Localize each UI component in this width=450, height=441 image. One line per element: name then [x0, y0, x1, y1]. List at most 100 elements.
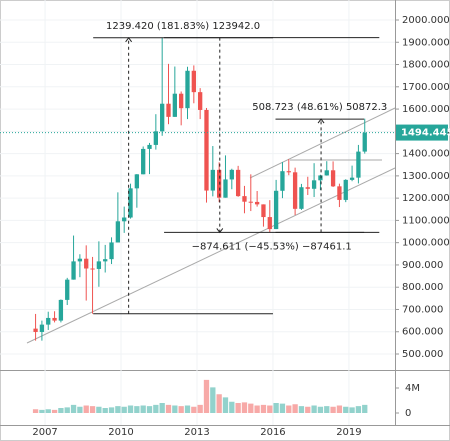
- y-tick-label: 1000.000: [402, 238, 450, 249]
- volume-bar: [165, 404, 172, 413]
- volume-bar: [362, 404, 368, 413]
- volume-bar: [146, 406, 153, 413]
- candle-body: [311, 180, 317, 189]
- volume-bar: [222, 397, 229, 413]
- volume-bar: [267, 405, 273, 413]
- candle-body: [299, 187, 304, 209]
- volume-bar: [83, 405, 89, 413]
- candle-body: [166, 103, 171, 117]
- volume-bar: [203, 379, 210, 413]
- y-tick-label: 1900.000: [402, 37, 450, 48]
- last-price-box: [396, 124, 448, 141]
- volume-bar: [96, 406, 102, 413]
- candle-body: [204, 109, 209, 191]
- y-tick-label: 700.000: [402, 304, 443, 315]
- volume-tick-label: 4M: [405, 383, 420, 394]
- volume-bar: [336, 405, 343, 413]
- volume-bar: [108, 407, 115, 413]
- volume-bar: [172, 405, 178, 413]
- candle-body: [267, 217, 272, 230]
- candle-body: [235, 169, 241, 197]
- candle-body: [223, 179, 228, 198]
- candle-body: [58, 299, 64, 321]
- candle-body: [216, 169, 222, 198]
- volume-bar: [216, 394, 222, 413]
- volume-bar: [197, 404, 203, 413]
- candle-body: [337, 186, 342, 200]
- candle-body: [254, 201, 260, 205]
- candle-body: [261, 204, 266, 218]
- volume-bar: [330, 406, 336, 413]
- candle-body: [242, 196, 247, 202]
- volume-bar: [254, 405, 260, 413]
- volume-bar: [343, 406, 349, 413]
- volume-bar: [311, 405, 317, 413]
- channel-upper: [249, 107, 396, 179]
- candle-body: [115, 221, 121, 243]
- candle-body: [103, 259, 108, 262]
- volume-bar: [210, 387, 216, 413]
- candle-body: [324, 170, 329, 176]
- candle-body: [305, 187, 310, 189]
- candle-body: [84, 258, 89, 269]
- candle-body: [292, 172, 298, 209]
- volume-bar: [134, 406, 140, 413]
- y-tick-label: 1300.000: [402, 171, 450, 182]
- candle-body: [362, 132, 367, 152]
- candle-body: [122, 217, 127, 222]
- volume-bar: [241, 402, 248, 413]
- y-tick-label: 900.000: [402, 260, 443, 271]
- candle-body: [179, 93, 184, 109]
- y-tick-label: 2000.000: [402, 15, 450, 26]
- candle-body: [128, 188, 133, 218]
- measure-label: 1239.420 (181.83%) 123942.0: [106, 21, 260, 32]
- volume-bar: [292, 404, 298, 413]
- y-tick-label: 500.000: [402, 349, 443, 360]
- candle-body: [318, 175, 323, 181]
- candle-body: [147, 144, 152, 149]
- arrow-head: [317, 118, 325, 124]
- y-tick-label: 800.000: [402, 282, 443, 293]
- volume-bar: [127, 405, 134, 413]
- volume-bar: [229, 401, 235, 413]
- volume-tick-label: 0: [405, 408, 411, 419]
- volume-bar: [184, 405, 191, 413]
- x-tick-label: 2007: [32, 427, 57, 438]
- candle-body: [134, 174, 140, 189]
- last-price-label: 1494.445: [401, 128, 450, 139]
- volume-bar: [191, 406, 197, 413]
- volume-bar: [153, 404, 159, 413]
- candle-body: [198, 92, 203, 110]
- volume-bar: [77, 406, 83, 413]
- candle-body: [153, 131, 158, 145]
- candle-body: [343, 179, 348, 200]
- candle-body: [356, 151, 361, 178]
- volume-bar: [32, 409, 39, 413]
- volume-bar: [305, 406, 311, 413]
- candle-body: [52, 317, 57, 321]
- candle-body: [33, 328, 38, 332]
- volume-bar: [248, 403, 254, 413]
- volume-bar: [349, 407, 355, 413]
- candle-body: [349, 177, 355, 180]
- x-tick-label: 2019: [336, 427, 361, 438]
- measure-label: −874.611 (−45.53%) −87461.1: [192, 241, 352, 252]
- candle-body: [96, 261, 102, 269]
- volume-bar: [324, 406, 330, 413]
- candle-body: [273, 190, 279, 230]
- candle-body: [141, 148, 146, 175]
- volume-bar: [273, 403, 279, 413]
- candle-body: [191, 70, 196, 93]
- volume-bar: [70, 404, 77, 413]
- volume-bar: [260, 404, 267, 413]
- arrow-head: [125, 36, 133, 43]
- candle-body: [248, 201, 253, 203]
- candle-body: [229, 169, 234, 180]
- volume-bar: [140, 405, 146, 413]
- volume-bar: [115, 406, 121, 413]
- volume-bar: [298, 406, 305, 413]
- y-tick-label: 600.000: [402, 327, 443, 338]
- volume-bar: [64, 407, 70, 413]
- candle-body: [65, 279, 70, 300]
- candle-body: [77, 258, 83, 262]
